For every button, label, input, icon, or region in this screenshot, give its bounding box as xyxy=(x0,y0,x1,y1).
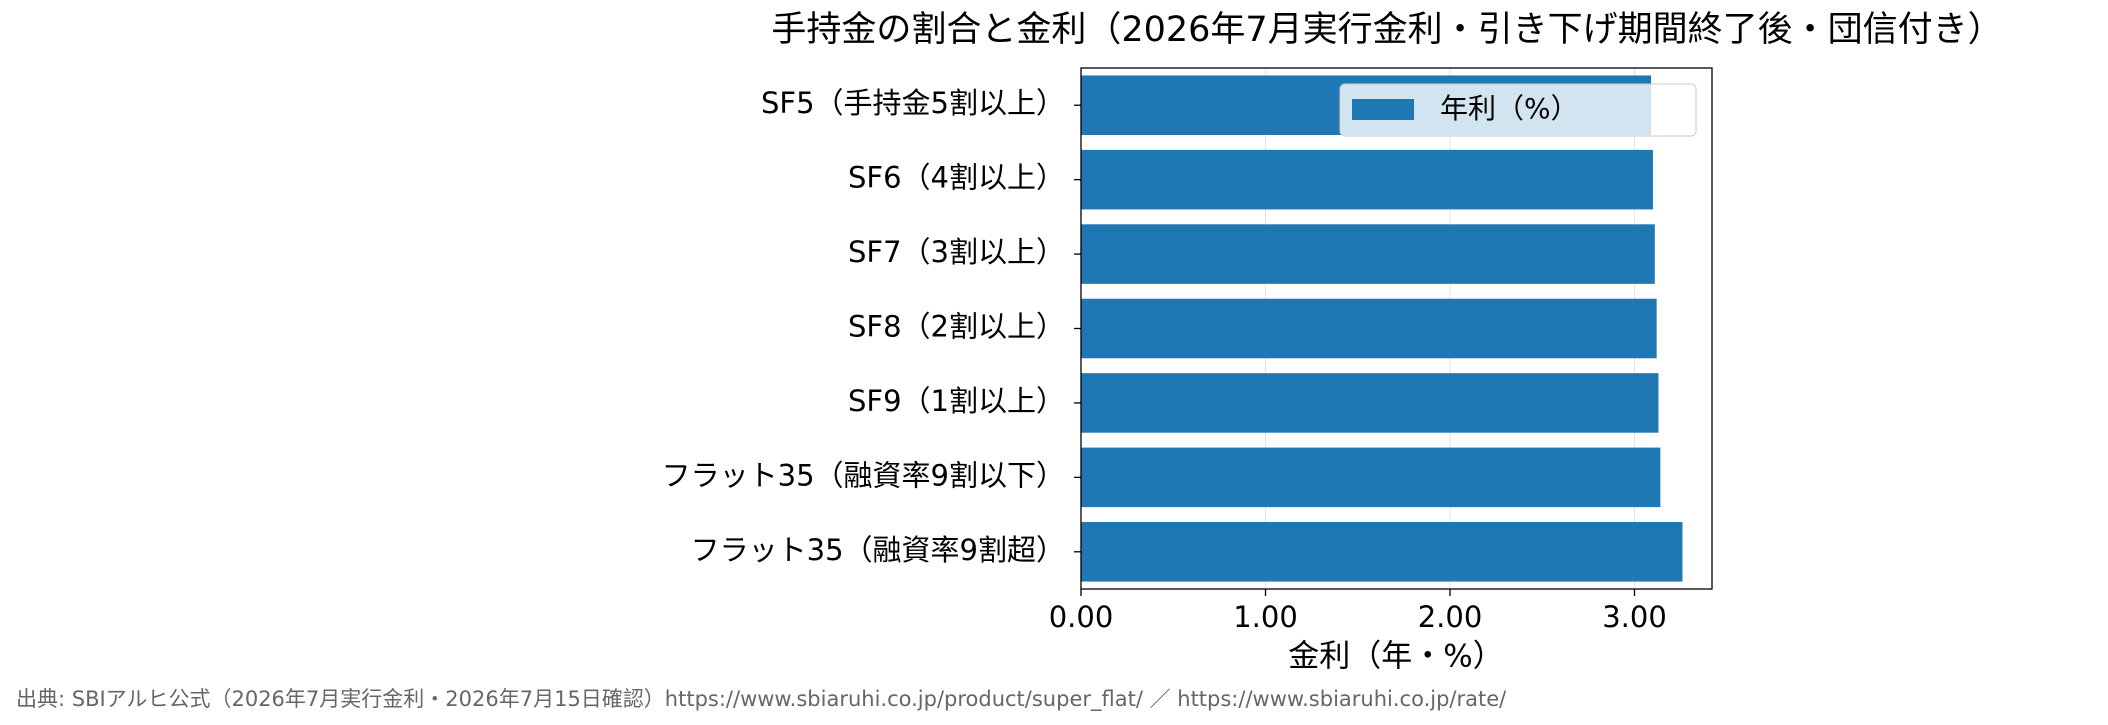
y-tick-label: SF5（手持金5割以上） xyxy=(761,86,1065,120)
bar xyxy=(1081,522,1683,582)
plot-frame xyxy=(1080,67,1713,590)
x-tick-label: 1.00 xyxy=(1233,600,1298,634)
y-tick-label: SF8（2割以上） xyxy=(848,310,1065,344)
bar xyxy=(1081,447,1661,508)
x-tick-label: 3.00 xyxy=(1602,600,1667,634)
chart-title: 手持金の割合と金利（2026年7月実行金利・引き下げ期間終了後・団信付き） xyxy=(771,10,2002,50)
bar xyxy=(1081,298,1657,359)
bar xyxy=(1081,149,1653,210)
y-tick-label: フラット35（融資率9割以下） xyxy=(662,458,1065,492)
y-tick-label: SF7（3割以上） xyxy=(848,235,1065,269)
bar xyxy=(1081,373,1659,433)
legend-box xyxy=(1339,83,1697,137)
legend-swatch xyxy=(1352,99,1414,120)
y-tick-label: フラット35（融資率9割超） xyxy=(691,533,1065,567)
y-tick-label: SF6（4割以上） xyxy=(848,161,1065,195)
x-tick-label: 0.00 xyxy=(1049,600,1114,634)
bar xyxy=(1081,224,1655,284)
legend-label: 年利（%） xyxy=(1440,92,1579,125)
source-note: 出典: SBIアルヒ公式（2026年7月実行金利・2026年7月15日確認）ht… xyxy=(16,687,1507,712)
x-axis-label: 金利（年・%） xyxy=(1288,639,1503,675)
y-tick-label: SF9（1割以上） xyxy=(848,384,1065,418)
x-tick-label: 2.00 xyxy=(1418,600,1483,634)
